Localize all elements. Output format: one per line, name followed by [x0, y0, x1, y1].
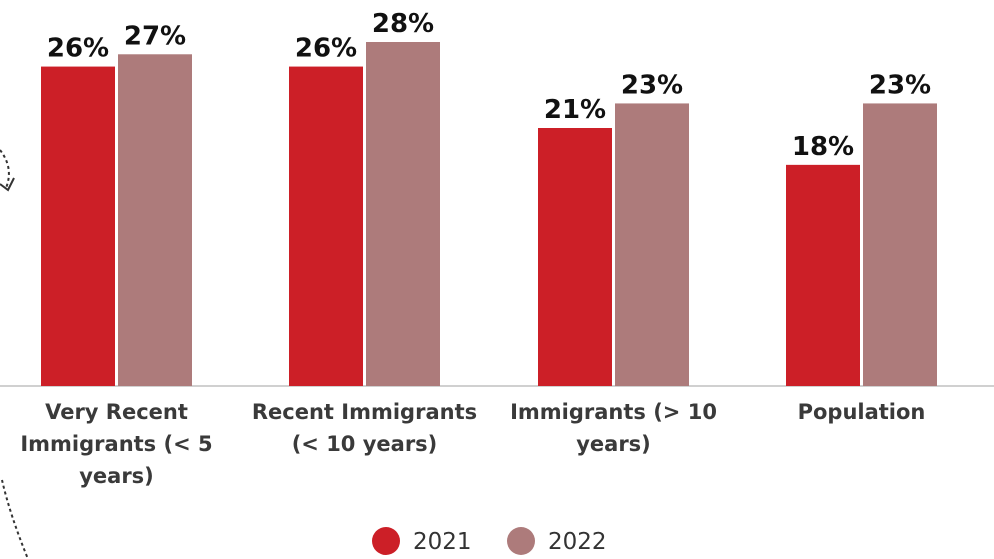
bar-2021-2 [538, 128, 612, 386]
bar-2021-1 [289, 66, 363, 387]
value-label-2022-3: 23% [869, 70, 931, 100]
legend-swatch-2021 [372, 527, 400, 555]
legend: 2021 2022 [372, 527, 607, 555]
category-label-1-0: Recent Immigrants [252, 400, 477, 424]
bar-2021-0 [41, 66, 115, 387]
bar-2022-2 [615, 103, 689, 386]
value-label-2021-3: 18% [792, 132, 854, 162]
bar-2022-3 [863, 103, 937, 386]
category-label-1-1: (< 10 years) [292, 432, 438, 456]
value-label-2022-1: 28% [372, 9, 434, 39]
dashed-line-decoration [1, 479, 29, 559]
category-label-3-0: Population [798, 400, 926, 424]
category-label-0-2: years) [79, 464, 154, 488]
value-label-2021-0: 26% [47, 34, 109, 64]
value-label-2022-0: 27% [124, 21, 186, 51]
category-label-0-1: Immigrants (< 5 [20, 432, 212, 456]
value-label-2022-2: 23% [621, 70, 683, 100]
value-label-2021-1: 26% [295, 34, 357, 64]
bar-2022-0 [118, 54, 192, 387]
dashed-arrow-head [0, 177, 15, 192]
value-label-2021-2: 21% [544, 95, 606, 125]
dashed-arrow-decoration [0, 149, 10, 189]
category-label-0-0: Very Recent [45, 400, 188, 424]
legend-swatch-2022 [507, 527, 535, 555]
legend-label-2022: 2022 [548, 529, 607, 555]
bar-2021-3 [786, 164, 860, 386]
legend-label-2021: 2021 [413, 529, 472, 555]
bar-2022-1 [366, 42, 440, 386]
category-label-2-1: years) [576, 432, 651, 456]
category-label-2-0: Immigrants (> 10 [510, 400, 717, 424]
